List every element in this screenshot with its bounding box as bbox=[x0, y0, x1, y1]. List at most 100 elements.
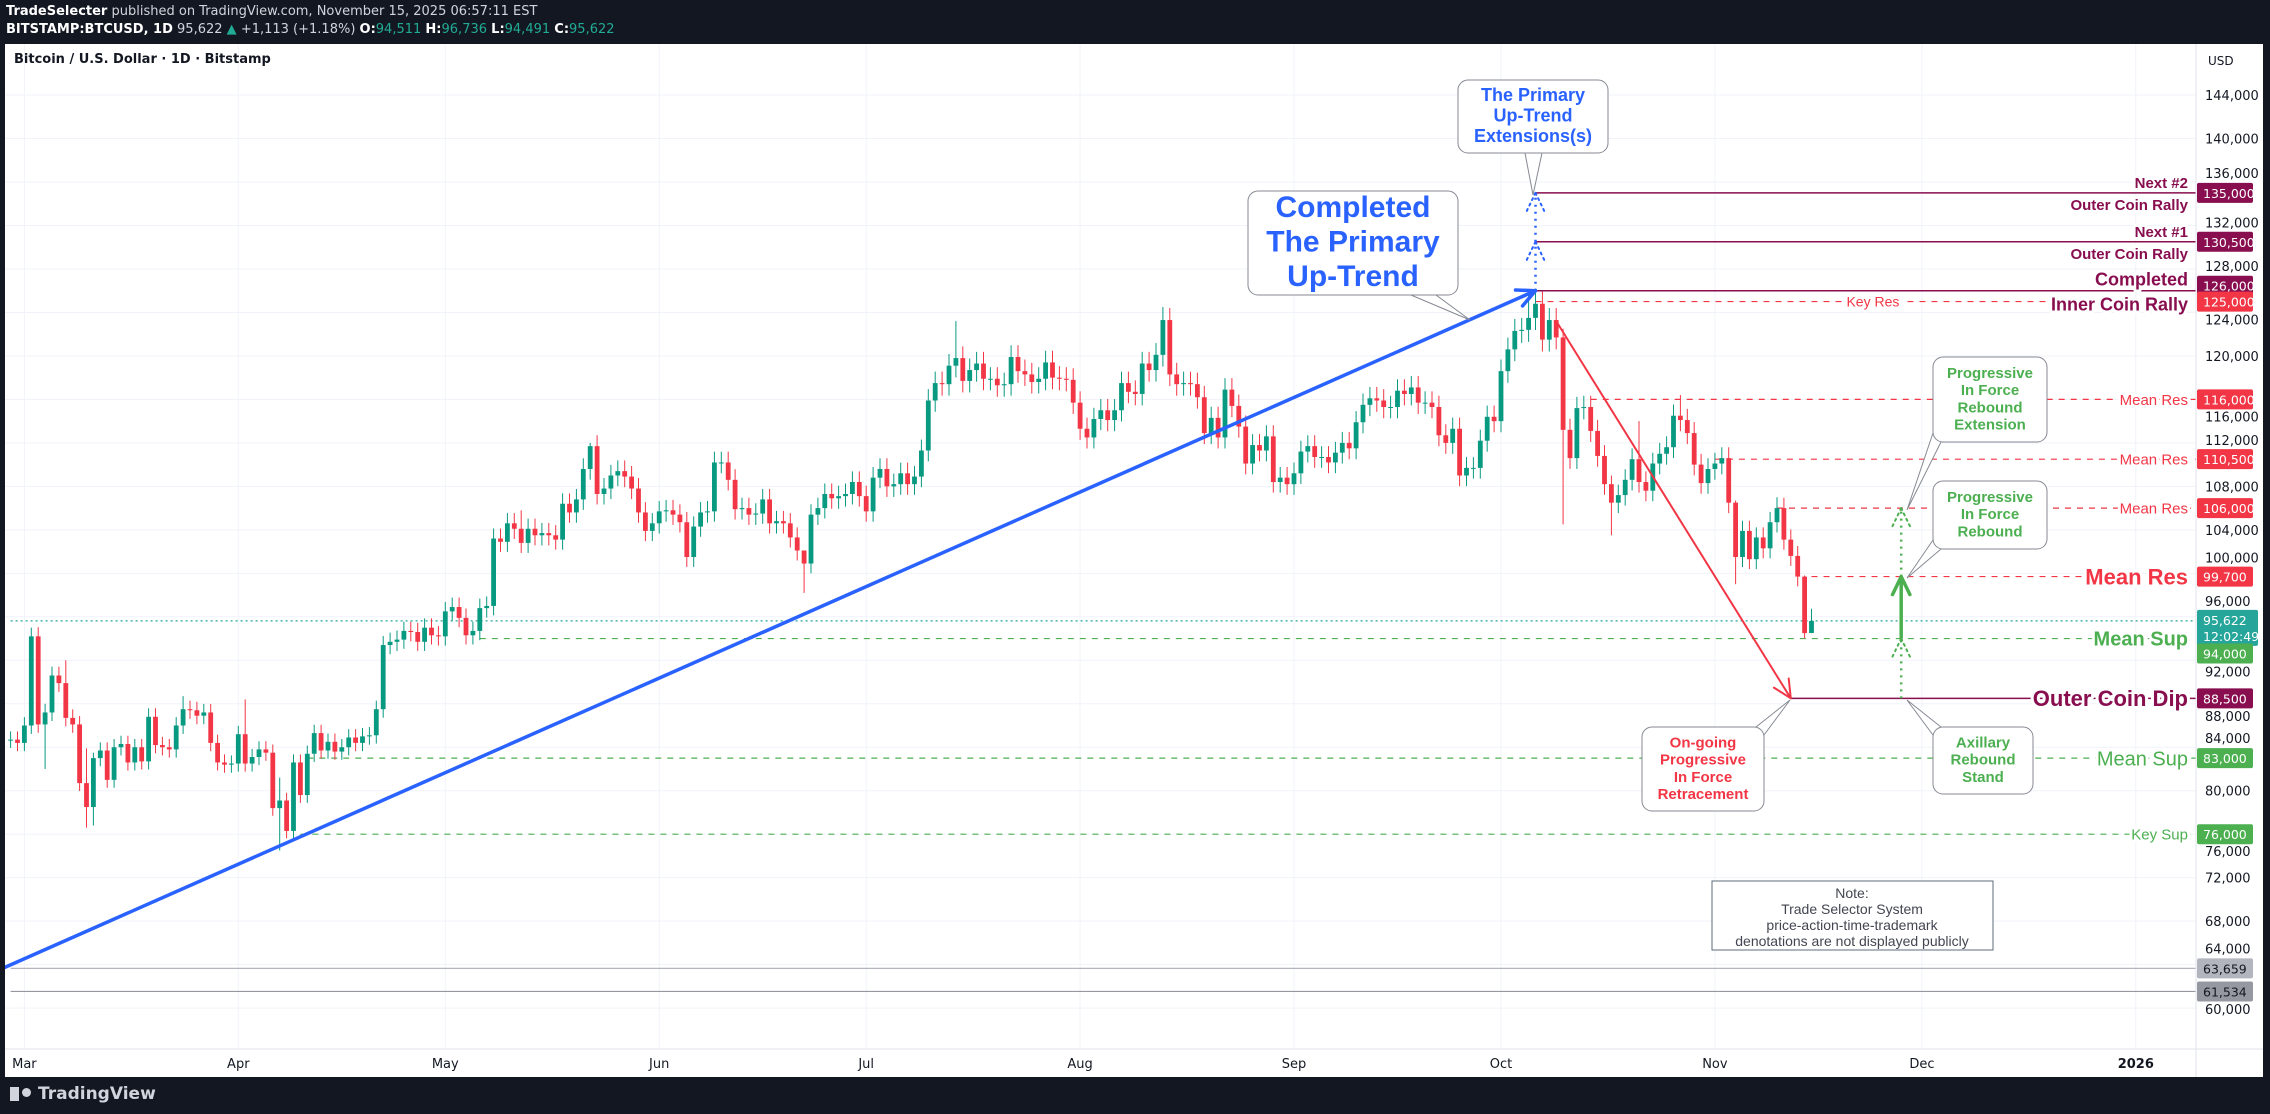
arrowhead-icon bbox=[1772, 686, 1792, 700]
candle-body bbox=[1015, 357, 1021, 372]
price-label-box: 106,000 bbox=[2197, 498, 2255, 519]
candle-body bbox=[580, 468, 586, 500]
candle-body bbox=[836, 496, 841, 499]
candle-body bbox=[1781, 508, 1787, 540]
price-tick-label: 124,000 bbox=[2205, 313, 2259, 328]
price-label-box: 110,500 bbox=[2197, 449, 2255, 470]
price-tick-label: 76,000 bbox=[2205, 845, 2251, 860]
candle-body bbox=[201, 712, 207, 716]
candle-body bbox=[518, 528, 524, 543]
candle-body bbox=[1146, 363, 1152, 371]
candle-body bbox=[1236, 405, 1242, 427]
candle-body bbox=[567, 503, 572, 513]
arrowhead-icon bbox=[1525, 191, 1537, 212]
candle-body bbox=[104, 750, 110, 780]
retracement-line-line bbox=[1555, 320, 1792, 699]
note-text: Trade Selector System bbox=[1781, 901, 1923, 917]
candle-body bbox=[249, 757, 255, 764]
callout-text: The Primary bbox=[1481, 85, 1585, 105]
time-tick-label: Apr bbox=[227, 1057, 250, 1072]
candle-body bbox=[1788, 539, 1794, 556]
plot-area[interactable] bbox=[4, 44, 2196, 1049]
candle-body bbox=[877, 468, 883, 478]
candle-body bbox=[401, 630, 407, 640]
candle-body bbox=[256, 749, 262, 758]
price-label-box: 126,000 bbox=[2197, 275, 2255, 296]
candle-body bbox=[125, 743, 131, 763]
price-label-text: 135,000 bbox=[2203, 186, 2255, 201]
candle-body bbox=[636, 488, 641, 513]
candle-body bbox=[242, 734, 248, 764]
candle-body bbox=[1167, 320, 1173, 375]
candle-body bbox=[1305, 446, 1311, 452]
price-label-bg bbox=[2197, 643, 2253, 664]
price-change: +1,113 (+1.18%) bbox=[240, 22, 356, 37]
primary-uptrend-line bbox=[5, 288, 1538, 970]
primary-uptrend-line-line bbox=[5, 289, 1537, 970]
candle-body bbox=[1422, 402, 1428, 404]
candle-body bbox=[1753, 537, 1759, 560]
candle-body bbox=[1208, 417, 1214, 434]
candle-body bbox=[1526, 317, 1531, 330]
price-label-box: 99,700 bbox=[2197, 566, 2253, 587]
candle-body bbox=[187, 709, 193, 711]
candle-body bbox=[746, 508, 752, 515]
low-value: 94,491 bbox=[504, 22, 551, 37]
candle-body bbox=[1477, 440, 1483, 468]
candle-body bbox=[208, 712, 214, 743]
candle-body bbox=[1567, 429, 1573, 459]
candle-body bbox=[1622, 479, 1628, 496]
price-label-bg bbox=[2197, 291, 2253, 312]
publisher-name[interactable]: TradeSelecter bbox=[6, 4, 108, 19]
candle-body bbox=[22, 725, 27, 743]
candle-body bbox=[1450, 428, 1456, 443]
price-tick-label: 132,000 bbox=[2205, 216, 2259, 231]
candle-body bbox=[981, 363, 986, 379]
candle-body bbox=[794, 537, 800, 551]
candle-body bbox=[1533, 303, 1538, 318]
candle-body bbox=[484, 605, 490, 609]
candle-body bbox=[442, 611, 448, 637]
candle-body bbox=[91, 758, 96, 808]
time-tick-label: Jun bbox=[648, 1057, 669, 1072]
open-value: 94,511 bbox=[375, 22, 422, 37]
candle-body bbox=[1119, 383, 1124, 411]
candle-body bbox=[1008, 357, 1014, 385]
candle-body bbox=[318, 733, 324, 751]
time-tick-label: Nov bbox=[1702, 1057, 1728, 1072]
candle-body bbox=[670, 510, 676, 515]
candle-body bbox=[1457, 428, 1462, 476]
candle-body bbox=[1084, 428, 1090, 438]
price-tick-label: 108,000 bbox=[2205, 480, 2259, 495]
close-value: 95,622 bbox=[569, 22, 615, 37]
price-tick-label: 136,000 bbox=[2205, 167, 2259, 182]
candle-body bbox=[1195, 384, 1200, 398]
candle-body bbox=[974, 363, 979, 371]
candle-body bbox=[394, 639, 400, 642]
candle-body bbox=[1484, 416, 1490, 441]
candle-body bbox=[1388, 407, 1393, 409]
candle-body bbox=[829, 493, 835, 499]
candle-body bbox=[160, 745, 165, 748]
symbol: BITSTAMP:BTCUSD, 1D bbox=[6, 22, 173, 37]
tradingview-logo[interactable]: TradingView bbox=[10, 1084, 156, 1104]
candle-body bbox=[1402, 390, 1407, 394]
candle-body bbox=[1188, 383, 1193, 385]
candle-body bbox=[856, 482, 862, 497]
callout-pointer bbox=[1524, 152, 1543, 196]
candle-body bbox=[960, 358, 966, 381]
candle-body bbox=[353, 737, 358, 743]
currency-label[interactable]: USD bbox=[2208, 54, 2234, 68]
candle-body bbox=[339, 747, 345, 752]
candle-body bbox=[732, 479, 738, 510]
candle-body bbox=[1395, 390, 1400, 408]
published-text: published on TradingView.com, November 1… bbox=[111, 4, 538, 19]
candle-body bbox=[270, 752, 276, 809]
candle-body bbox=[1257, 445, 1262, 451]
candle-body bbox=[594, 446, 600, 494]
candle-body bbox=[1312, 446, 1318, 458]
candle-body bbox=[1036, 378, 1042, 383]
candle-body bbox=[1298, 451, 1304, 474]
candle-body bbox=[1733, 502, 1738, 558]
